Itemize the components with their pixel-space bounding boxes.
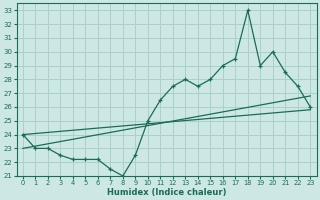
X-axis label: Humidex (Indice chaleur): Humidex (Indice chaleur) (107, 188, 226, 197)
